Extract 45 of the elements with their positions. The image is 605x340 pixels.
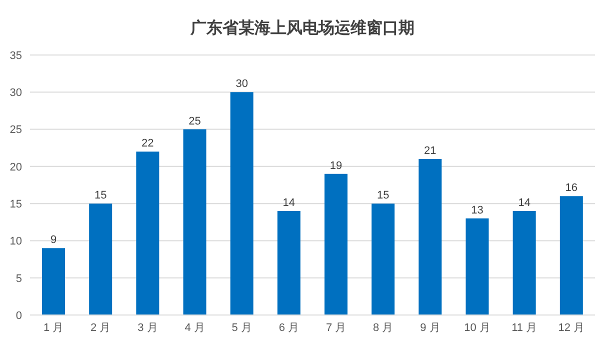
bar bbox=[466, 218, 489, 315]
data-label: 16 bbox=[565, 182, 578, 194]
x-tick-label: 3 月 bbox=[138, 322, 158, 334]
x-tick-label: 2 月 bbox=[90, 322, 111, 334]
bar bbox=[89, 204, 112, 315]
y-tick-label: 30 bbox=[10, 87, 22, 100]
y-tick-label: 10 bbox=[10, 236, 22, 248]
data-label: 15 bbox=[94, 190, 107, 202]
data-label: 25 bbox=[188, 115, 201, 128]
data-label: 14 bbox=[518, 197, 530, 209]
data-label: 22 bbox=[142, 138, 154, 150]
y-tick-label: 5 bbox=[16, 272, 22, 285]
y-tick-label: 15 bbox=[10, 198, 22, 210]
data-label: 19 bbox=[330, 160, 342, 172]
chart-title: 广东省某海上风电场运维窗口期 bbox=[189, 18, 416, 39]
bar bbox=[183, 129, 206, 315]
bar bbox=[277, 211, 300, 315]
y-tick-label: 35 bbox=[10, 50, 22, 62]
x-tick-label: 7 月 bbox=[326, 322, 346, 334]
x-tick-label: 10 月 bbox=[464, 322, 490, 334]
x-tick-label: 5 月 bbox=[232, 322, 252, 334]
bar bbox=[512, 211, 536, 315]
data-label: 13 bbox=[471, 204, 484, 216]
bar bbox=[372, 204, 395, 315]
data-label: 14 bbox=[282, 197, 296, 209]
data-label: 9 bbox=[50, 234, 57, 246]
y-tick-label: 20 bbox=[10, 161, 22, 174]
bar bbox=[42, 248, 65, 315]
data-label: 30 bbox=[236, 78, 248, 90]
y-tick-label: 25 bbox=[10, 124, 22, 136]
x-tick-label: 4 月 bbox=[184, 322, 205, 334]
data-label: 21 bbox=[424, 145, 436, 157]
bar bbox=[324, 174, 348, 315]
bar bbox=[418, 159, 442, 315]
y-tick-label: 0 bbox=[16, 310, 22, 322]
bar bbox=[560, 196, 583, 315]
x-tick-label: 6 月 bbox=[278, 322, 300, 334]
x-tick-label: 1 月 bbox=[43, 322, 64, 334]
bar bbox=[230, 92, 254, 315]
x-tick-label: 9 月 bbox=[420, 322, 440, 334]
bar bbox=[136, 152, 160, 315]
data-label: 15 bbox=[376, 190, 390, 202]
x-tick-label: 11 月 bbox=[512, 322, 538, 334]
x-tick-label: 12 月 bbox=[558, 322, 585, 334]
x-tick-label: 8 月 bbox=[373, 322, 394, 334]
